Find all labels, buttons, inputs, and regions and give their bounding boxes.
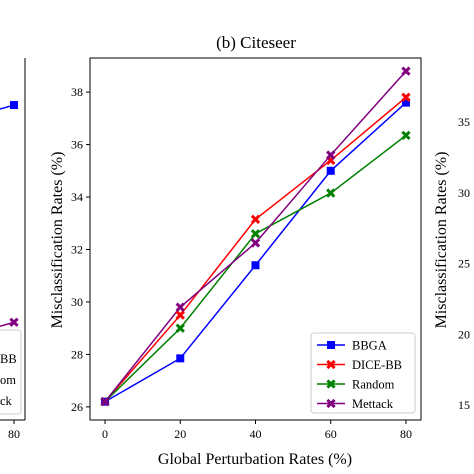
legend-label-dice-bb: DICE-BB bbox=[352, 358, 402, 372]
data-point-dice-bb bbox=[175, 310, 185, 320]
legend: BBGA DICE-BB Random Mettack bbox=[310, 332, 416, 414]
data-point-mettack bbox=[401, 66, 411, 76]
data-point-bbga bbox=[251, 261, 260, 270]
legend-label-bbga: BBGA bbox=[352, 339, 387, 353]
legend-frame bbox=[310, 332, 416, 414]
data-point-bbga bbox=[326, 166, 335, 175]
chart-title: (b) Citeseer bbox=[216, 33, 296, 52]
right-panel-y-axis-label: Misclassification Rates (%) bbox=[433, 152, 450, 329]
y-tick-label: 36 bbox=[71, 138, 83, 152]
data-point-random bbox=[401, 130, 411, 141]
left-panel-series bbox=[0, 101, 19, 371]
left-panel-x-tick-label: 80 bbox=[8, 427, 20, 441]
y-tick-label: 30 bbox=[71, 295, 83, 309]
data-point-dice-bb bbox=[401, 92, 411, 103]
data-point-random bbox=[326, 188, 336, 198]
data-point-random bbox=[250, 229, 261, 239]
right-y-tick-label: 25 bbox=[458, 257, 470, 271]
x-axis-ticks: 0 20 40 60 80 bbox=[102, 420, 412, 441]
legend-marker-bbga bbox=[327, 341, 335, 349]
series-markers bbox=[100, 66, 411, 407]
data-point-dice-bb bbox=[250, 214, 261, 224]
y-tick-label: 26 bbox=[71, 400, 83, 414]
y-tick-label: 38 bbox=[71, 85, 83, 99]
legend-label-mettack: Mettack bbox=[352, 397, 394, 411]
legend-marker-dice-bb bbox=[326, 359, 336, 370]
right-panel: Misclassification Rates (%) 15 20 25 30 35 bbox=[433, 115, 470, 412]
y-tick-label: 32 bbox=[71, 242, 83, 256]
x-axis-label: Global Perturbation Rates (%) bbox=[158, 451, 352, 468]
right-y-tick-label: 35 bbox=[458, 115, 470, 129]
center-panel: (b) Citeseer 26 28 30 32 34 36 38 0 20 40 60 80 Gl… bbox=[49, 33, 422, 468]
left-legend-entry: BB bbox=[0, 352, 17, 366]
right-y-tick-label: 20 bbox=[458, 327, 470, 341]
y-tick-label: 28 bbox=[71, 347, 83, 361]
right-panel-y-axis-ticks: 15 20 25 30 35 bbox=[458, 115, 470, 412]
legend-marker-mettack bbox=[326, 398, 336, 409]
x-tick-label: 0 bbox=[102, 427, 108, 441]
left-data-point bbox=[10, 101, 18, 110]
data-point-mettack bbox=[100, 396, 110, 407]
left-legend-entry: ck bbox=[0, 394, 13, 408]
right-y-tick-label: 30 bbox=[458, 186, 470, 200]
y-axis-label: Misclassification Rates (%) bbox=[49, 152, 66, 329]
left-legend-entry: om bbox=[0, 373, 16, 387]
legend-marker-random bbox=[326, 379, 336, 389]
y-tick-label: 34 bbox=[71, 190, 83, 204]
left-panel-legend: BB om ck bbox=[0, 329, 22, 415]
data-point-mettack bbox=[250, 238, 261, 248]
data-point-bbga bbox=[401, 98, 410, 107]
data-point-bbga bbox=[176, 354, 185, 363]
data-point-random bbox=[175, 323, 185, 333]
legend-label-random: Random bbox=[352, 378, 395, 392]
left-data-point bbox=[9, 317, 19, 327]
left-legend-frame bbox=[0, 329, 22, 415]
x-tick-label: 80 bbox=[400, 427, 412, 441]
x-tick-label: 20 bbox=[174, 427, 186, 441]
left-panel: 80 BB om ck bbox=[0, 58, 26, 441]
right-y-tick-label: 15 bbox=[458, 398, 470, 412]
x-tick-label: 60 bbox=[325, 427, 337, 441]
x-tick-label: 40 bbox=[250, 427, 262, 441]
data-point-mettack bbox=[175, 302, 185, 312]
data-point-mettack bbox=[326, 150, 336, 160]
y-axis-ticks: 26 28 30 32 34 36 38 bbox=[71, 85, 90, 414]
